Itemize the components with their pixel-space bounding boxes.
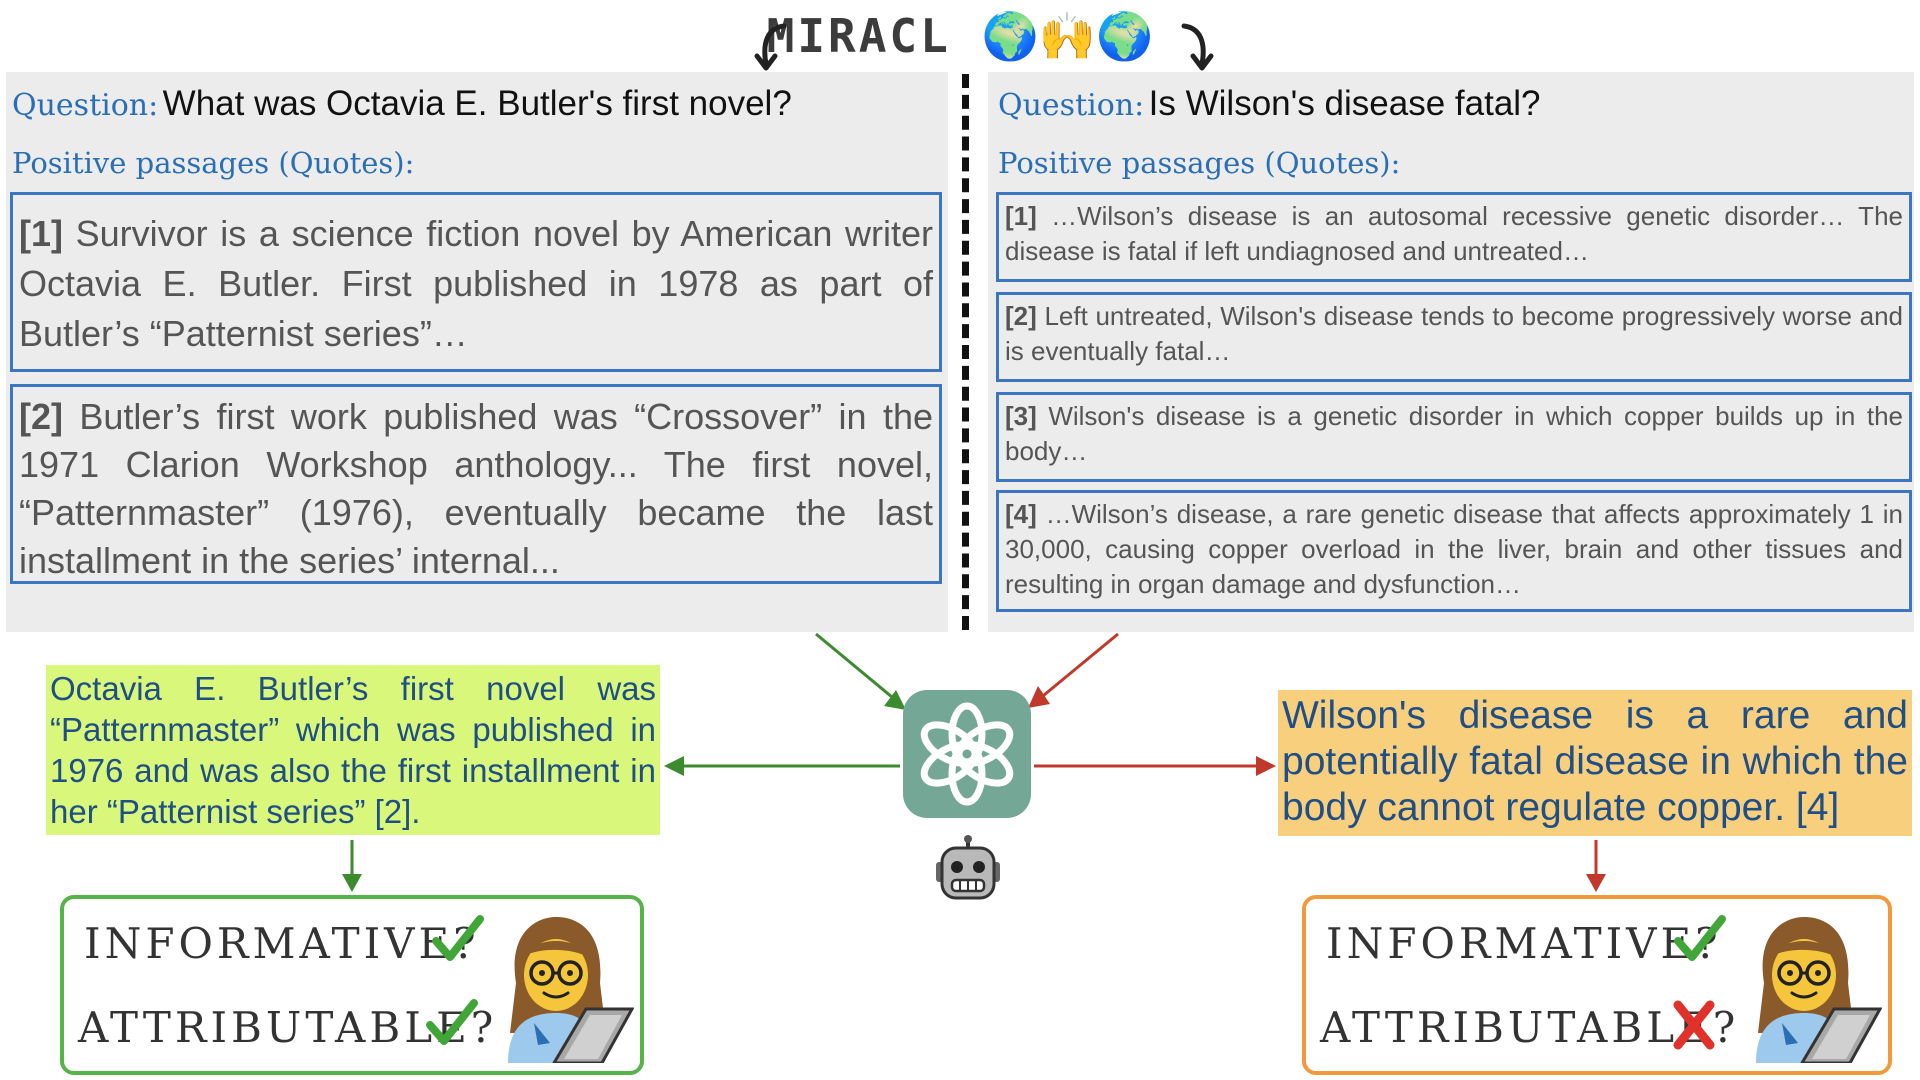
passage-number: [2]	[19, 396, 63, 437]
dashed-divider	[962, 74, 969, 630]
cross-mark-icon	[1673, 1000, 1715, 1050]
woman-technologist-icon	[508, 917, 634, 1063]
left-question-text: What was Octavia E. Butler's first novel…	[162, 84, 792, 123]
passage-number: [4]	[1005, 499, 1037, 529]
attributable-label: ATTRIBUTABLE?	[78, 1003, 498, 1052]
curved-arrow-right-icon	[1181, 23, 1214, 71]
left-positive-passages-label: Positive passages (Quotes):	[12, 146, 415, 180]
informative-label: INFORMATIVE?	[1326, 919, 1722, 968]
robot-face-icon	[932, 834, 1004, 906]
passage-text: Wilson's disease is a genetic disorder i…	[1005, 401, 1903, 466]
left-question-label: Question:	[12, 88, 159, 123]
passage-number: [1]	[1005, 201, 1037, 231]
woman-technologist-icon	[1756, 917, 1882, 1063]
passage-text: …Wilson’s disease, a rare genetic diseas…	[1005, 499, 1903, 599]
right-example-panel: Question: Is Wilson's disease fatal? Pos…	[988, 72, 1914, 632]
globe-hands-emoji-icon: 🌍🙌🌍	[981, 9, 1154, 63]
left-example-panel: Question: What was Octavia E. Butler's f…	[6, 72, 948, 632]
left-evaluation-box: INFORMATIVE? ATTRIBUTABLE?	[60, 895, 644, 1075]
right-positive-passages-label: Positive passages (Quotes):	[998, 146, 1401, 180]
passage-text: …Wilson’s disease is an autosomal recess…	[1005, 201, 1903, 266]
attributable-label: ATTRIBUTABLE?	[1320, 1003, 1740, 1052]
right-output-arrow	[1034, 756, 1276, 776]
passage-text: Left untreated, Wilson's disease tends t…	[1005, 301, 1903, 366]
check-mark-icon	[432, 915, 484, 961]
left-input-arrow	[815, 632, 906, 710]
check-mark-icon	[1674, 915, 1726, 961]
right-passage-3: [3] Wilson's disease is a genetic disord…	[996, 392, 1912, 482]
left-generated-answer: Octavia E. Butler’s first novel was “Pat…	[46, 665, 660, 835]
informative-label: INFORMATIVE?	[84, 919, 480, 968]
passage-text: Butler’s first work published was “Cross…	[19, 396, 933, 581]
right-passage-4: [4] …Wilson’s disease, a rare genetic di…	[996, 490, 1912, 612]
right-evaluation-box: INFORMATIVE? ATTRIBUTABLE?	[1302, 895, 1892, 1075]
left-output-arrow	[664, 756, 900, 776]
right-input-arrow	[1028, 632, 1119, 708]
right-generated-answer: Wilson's disease is a rare and potential…	[1278, 690, 1912, 836]
right-eval-arrow	[1586, 840, 1606, 892]
passage-number: [1]	[19, 213, 63, 254]
diagram-title: MIRACL 🌍🙌🌍	[0, 8, 1920, 64]
passage-text: Survivor is a science fiction novel by A…	[19, 213, 933, 354]
left-question-line: Question: What was Octavia E. Butler's f…	[12, 84, 792, 124]
left-passage-1: [1] Survivor is a science fiction novel …	[10, 192, 942, 372]
left-eval-arrow	[342, 840, 362, 892]
right-question-text: Is Wilson's disease fatal?	[1148, 84, 1541, 123]
right-question-line: Question: Is Wilson's disease fatal?	[998, 84, 1541, 124]
right-question-label: Question:	[998, 88, 1145, 123]
right-passage-1: [1] …Wilson’s disease is an autosomal re…	[996, 192, 1912, 282]
chatgpt-logo-icon	[903, 690, 1031, 818]
passage-number: [3]	[1005, 401, 1037, 431]
passage-number: [2]	[1005, 301, 1037, 331]
left-passage-2: [2] Butler’s first work published was “C…	[10, 384, 942, 584]
title-text: MIRACL	[766, 9, 951, 63]
curved-arrow-left-icon	[754, 23, 787, 71]
right-passage-2: [2] Left untreated, Wilson's disease ten…	[996, 292, 1912, 382]
check-mark-icon	[426, 999, 478, 1045]
